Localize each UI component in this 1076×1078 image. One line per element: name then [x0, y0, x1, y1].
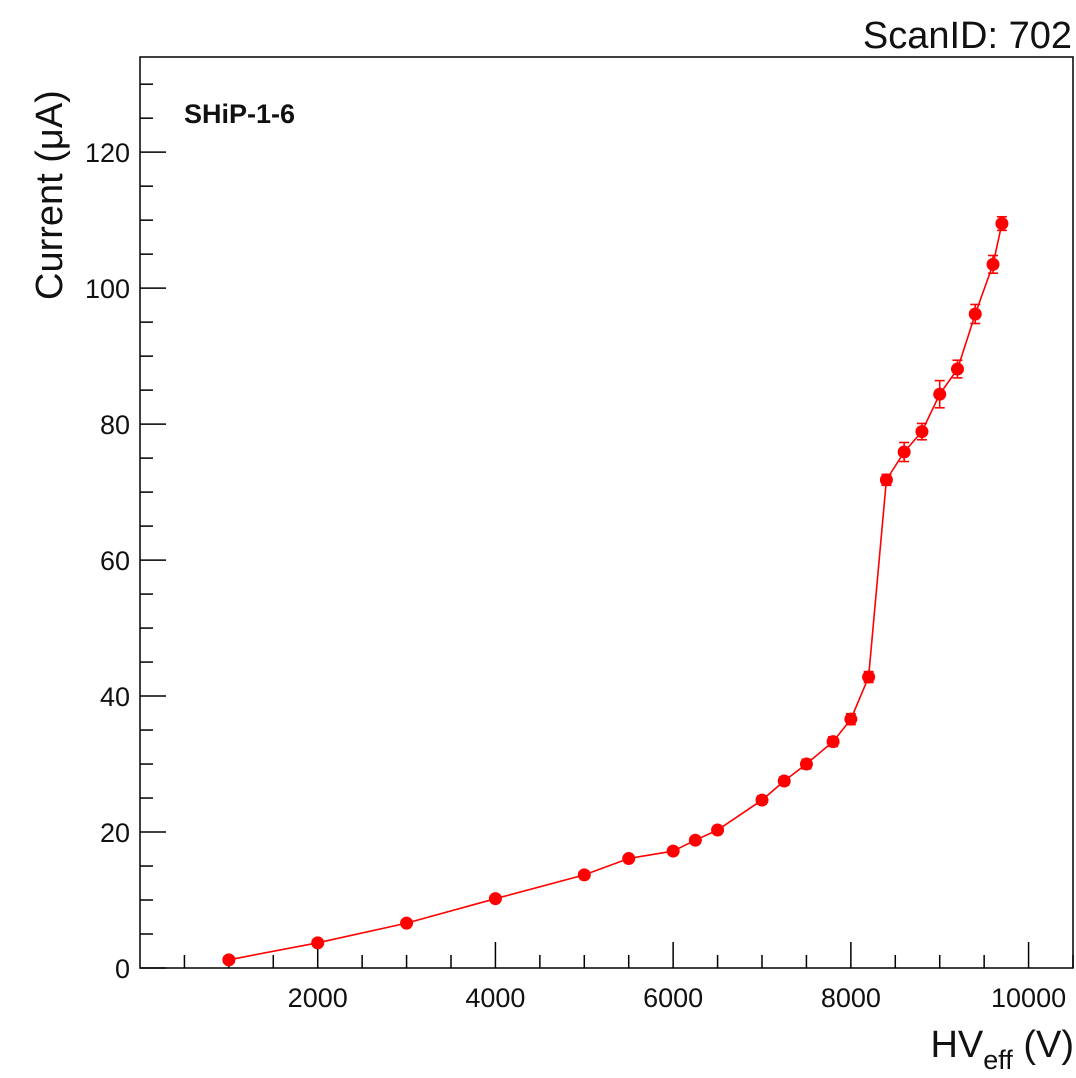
data-point: [897, 441, 911, 463]
x-axis-title-subscript: eff: [983, 1045, 1013, 1075]
y-tick-label: 120: [85, 138, 130, 168]
data-point: [622, 852, 636, 866]
y-tick-label: 60: [100, 546, 130, 576]
data-marker: [577, 868, 591, 882]
y-axis-title: Current (μA): [29, 90, 71, 300]
data-point: [968, 303, 982, 325]
data-point: [777, 774, 791, 788]
y-tick-label: 0: [115, 954, 130, 984]
data-marker: [711, 823, 725, 837]
data-marker: [915, 425, 929, 439]
data-marker: [986, 257, 1000, 271]
data-point: [799, 757, 813, 771]
data-marker: [826, 735, 840, 749]
x-tick-label: 2000: [288, 983, 348, 1013]
data-marker: [488, 892, 502, 906]
y-tick-label: 80: [100, 410, 130, 440]
data-point: [577, 868, 591, 882]
x-tick-label: 6000: [643, 983, 703, 1013]
data-marker: [879, 473, 893, 487]
data-point: [933, 379, 947, 409]
data-marker: [862, 670, 876, 684]
x-tick-labels: 2000 4000 6000 8000 10000: [288, 983, 1066, 1013]
data-point: [400, 916, 414, 930]
x-axis-title: HVeff (V): [930, 1024, 1074, 1075]
detector-label: SHiP-1-6: [184, 99, 295, 129]
x-axis-title-unit: (V): [1013, 1024, 1074, 1066]
x-axis-title-main: HV: [930, 1024, 983, 1066]
data-point: [879, 473, 893, 487]
data-marker: [755, 793, 769, 807]
data-marker: [968, 307, 982, 321]
x-tick-label: 8000: [821, 983, 881, 1013]
data-point: [688, 833, 702, 847]
data-marker: [622, 852, 636, 866]
data-point: [844, 712, 858, 726]
x-tick-label: 10000: [991, 983, 1066, 1013]
series-line: [228, 223, 1003, 961]
data-marker: [777, 774, 791, 788]
y-tick-label: 20: [100, 818, 130, 848]
data-marker: [666, 844, 680, 858]
data-marker: [799, 757, 813, 771]
x-tick-label: 4000: [465, 983, 525, 1013]
y-tick-label: 100: [85, 274, 130, 304]
plot-frame: [139, 56, 1074, 969]
data-point: [311, 936, 325, 950]
data-marker: [933, 387, 947, 401]
plot-border: [139, 56, 1074, 969]
data-point: [995, 215, 1009, 232]
data-marker: [311, 936, 325, 950]
data-point: [755, 793, 769, 807]
data-marker: [844, 712, 858, 726]
data-series: [222, 215, 1009, 967]
axis-ticks: [140, 83, 1074, 969]
data-point: [986, 254, 1000, 274]
data-marker: [897, 445, 911, 459]
data-marker: [688, 833, 702, 847]
data-point: [488, 892, 502, 906]
data-marker: [950, 362, 964, 376]
data-point: [222, 953, 236, 967]
data-marker: [995, 217, 1009, 231]
y-tick-labels: 0 20 40 60 80 100 120: [85, 138, 130, 984]
data-point: [711, 823, 725, 837]
data-point: [862, 670, 876, 684]
data-point: [950, 359, 964, 379]
y-tick-label: 40: [100, 682, 130, 712]
data-point: [826, 735, 840, 749]
data-marker: [400, 916, 414, 930]
data-point: [915, 422, 929, 441]
data-marker: [222, 953, 236, 967]
data-point: [666, 844, 680, 858]
scan-id-label: ScanID: 702: [863, 15, 1072, 57]
